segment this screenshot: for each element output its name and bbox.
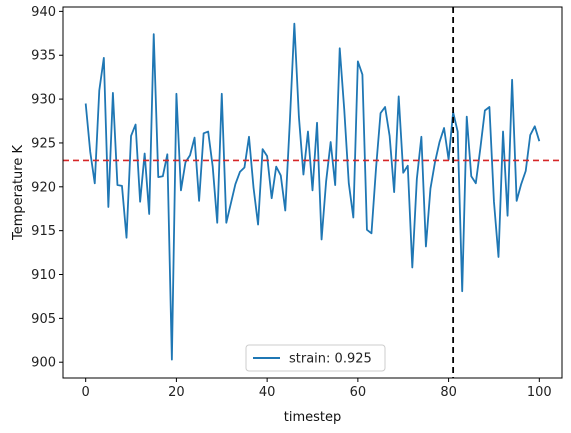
y-tick-label: 910 bbox=[31, 268, 56, 283]
x-tick-label: 60 bbox=[350, 385, 367, 400]
legend-box bbox=[245, 344, 386, 372]
y-tick-label: 915 bbox=[31, 224, 56, 239]
y-tick-label: 935 bbox=[31, 49, 56, 64]
y-tick-label: 930 bbox=[31, 93, 56, 108]
x-axis-label: timestep bbox=[284, 410, 342, 425]
y-axis: 900 905 910 915 920 925 930 935 940 bbox=[31, 5, 63, 371]
y-tick-label: 900 bbox=[31, 356, 56, 371]
legend: strain: 0.925 bbox=[245, 344, 386, 372]
legend-label: strain: 0.925 bbox=[289, 352, 372, 367]
plot-layer bbox=[63, 7, 562, 378]
y-tick-label: 905 bbox=[31, 312, 56, 327]
y-tick-label: 940 bbox=[31, 5, 56, 20]
y-tick-label: 920 bbox=[31, 180, 56, 195]
y-axis-label: Temperature K bbox=[11, 145, 26, 241]
x-axis: 0 20 40 60 80 100 bbox=[82, 378, 552, 400]
x-tick-label: 40 bbox=[259, 385, 276, 400]
y-tick-label: 925 bbox=[31, 136, 56, 151]
plot-frame bbox=[62, 6, 563, 379]
x-tick-label: 0 bbox=[82, 385, 90, 400]
series-line-0 bbox=[84, 22, 541, 361]
x-tick-label: 100 bbox=[527, 385, 552, 400]
x-tick-label: 20 bbox=[168, 385, 185, 400]
x-tick-label: 80 bbox=[440, 385, 457, 400]
